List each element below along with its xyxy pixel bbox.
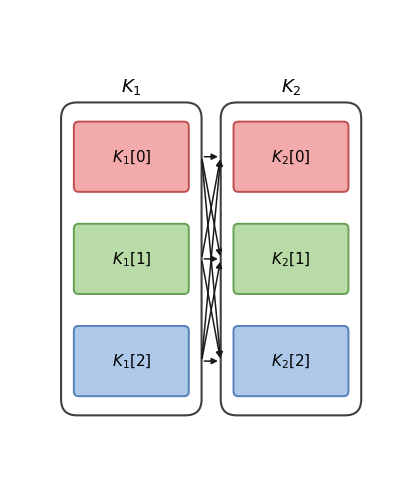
FancyBboxPatch shape [221, 103, 361, 415]
Text: $\mathit{K}_2[2]$: $\mathit{K}_2[2]$ [271, 352, 311, 371]
FancyBboxPatch shape [74, 224, 189, 295]
Text: $\mathit{K}_1$: $\mathit{K}_1$ [121, 77, 142, 97]
FancyBboxPatch shape [234, 122, 349, 192]
Text: $\mathit{K}_2[0]$: $\mathit{K}_2[0]$ [271, 148, 311, 167]
FancyBboxPatch shape [74, 326, 189, 396]
FancyBboxPatch shape [74, 122, 189, 192]
FancyBboxPatch shape [234, 224, 349, 295]
FancyBboxPatch shape [61, 103, 201, 415]
Text: $\mathit{K}_2[1]$: $\mathit{K}_2[1]$ [271, 250, 311, 269]
Text: $\mathit{K}_2$: $\mathit{K}_2$ [281, 77, 301, 97]
FancyBboxPatch shape [234, 326, 349, 396]
Text: $\mathit{K}_1[2]$: $\mathit{K}_1[2]$ [112, 352, 151, 371]
Text: $\mathit{K}_1[1]$: $\mathit{K}_1[1]$ [112, 250, 151, 269]
Text: $\mathit{K}_1[0]$: $\mathit{K}_1[0]$ [112, 148, 151, 167]
